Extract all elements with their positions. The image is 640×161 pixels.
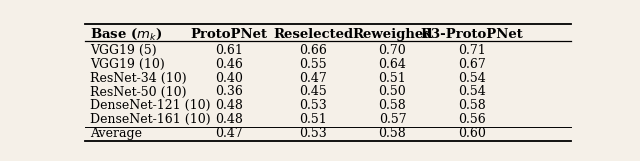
Text: 0.45: 0.45	[300, 85, 327, 99]
Text: 0.60: 0.60	[458, 127, 486, 140]
Text: ProtoPNet: ProtoPNet	[190, 28, 268, 41]
Text: Average: Average	[90, 127, 142, 140]
Text: 0.58: 0.58	[458, 99, 486, 112]
Text: 0.58: 0.58	[379, 127, 406, 140]
Text: 0.58: 0.58	[379, 99, 406, 112]
Text: 0.50: 0.50	[379, 85, 406, 99]
Text: 0.64: 0.64	[378, 58, 406, 71]
Text: 0.66: 0.66	[299, 44, 327, 57]
Text: VGG19 (10): VGG19 (10)	[90, 58, 164, 71]
Text: 0.54: 0.54	[458, 85, 486, 99]
Text: 0.51: 0.51	[300, 113, 327, 126]
Text: R3-ProtoPNet: R3-ProtoPNet	[420, 28, 524, 41]
Text: DenseNet-161 (10): DenseNet-161 (10)	[90, 113, 211, 126]
Text: 0.53: 0.53	[300, 99, 327, 112]
Text: 0.54: 0.54	[458, 72, 486, 85]
Text: 0.61: 0.61	[215, 44, 243, 57]
Text: 0.53: 0.53	[300, 127, 327, 140]
Text: 0.51: 0.51	[379, 72, 406, 85]
Text: 0.48: 0.48	[215, 99, 243, 112]
Text: 0.47: 0.47	[300, 72, 327, 85]
Text: 0.57: 0.57	[379, 113, 406, 126]
Text: 0.55: 0.55	[300, 58, 327, 71]
Text: 0.47: 0.47	[215, 127, 243, 140]
Text: 0.67: 0.67	[458, 58, 486, 71]
Text: 0.56: 0.56	[458, 113, 486, 126]
Text: 0.36: 0.36	[215, 85, 243, 99]
Text: VGG19 (5): VGG19 (5)	[90, 44, 157, 57]
Text: DenseNet-121 (10): DenseNet-121 (10)	[90, 99, 211, 112]
Text: 0.40: 0.40	[215, 72, 243, 85]
Text: 0.71: 0.71	[458, 44, 486, 57]
Text: 0.70: 0.70	[379, 44, 406, 57]
Text: ResNet-34 (10): ResNet-34 (10)	[90, 72, 186, 85]
Text: 0.46: 0.46	[215, 58, 243, 71]
Text: Reselected: Reselected	[273, 28, 353, 41]
Text: 0.48: 0.48	[215, 113, 243, 126]
Text: ResNet-50 (10): ResNet-50 (10)	[90, 85, 186, 99]
Text: Base ($m_k$): Base ($m_k$)	[90, 27, 162, 42]
Text: Reweighed: Reweighed	[352, 28, 433, 41]
